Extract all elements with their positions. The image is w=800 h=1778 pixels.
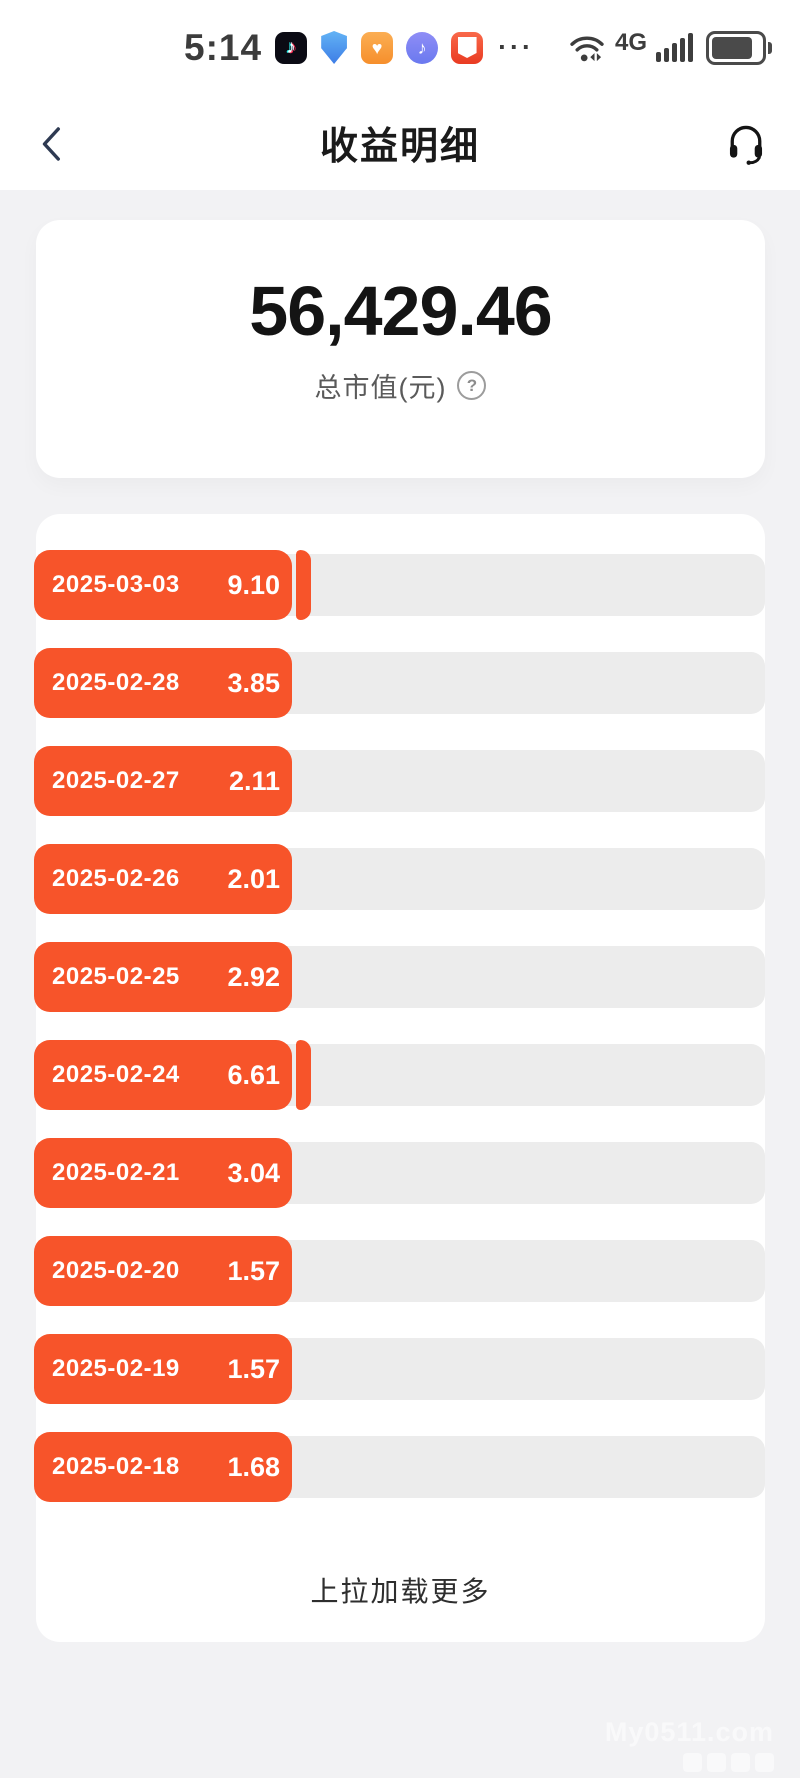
total-market-value: 56,429.46 — [249, 272, 552, 350]
wifi-icon — [570, 36, 604, 61]
earnings-row: 2025-02-21 3.04 — [34, 1138, 765, 1208]
signal-bars-icon — [656, 33, 693, 62]
row-value: 9.10 — [227, 569, 280, 600]
row-value: 2.11 — [228, 765, 280, 796]
earnings-list-card: 2025-03-03 9.10 2025-02-28 3.85 2025-02-… — [34, 514, 765, 1642]
row-date: 2025-02-26 — [52, 865, 180, 892]
tiktok-notification-icon: ♪ — [275, 31, 308, 64]
earnings-bar[interactable]: 2025-02-24 6.61 — [34, 1040, 292, 1110]
security-shield-icon — [321, 31, 347, 64]
earnings-row: 2025-02-27 2.11 — [34, 746, 765, 816]
status-bar-left: 5:14 ♪ ♥ ♪ ··· — [184, 0, 534, 95]
earnings-list: 2025-03-03 9.10 2025-02-28 3.85 2025-02-… — [34, 550, 765, 1530]
battery-icon — [706, 30, 772, 65]
row-value: 6.61 — [227, 1059, 280, 1090]
help-question-icon[interactable]: ? — [457, 371, 487, 400]
nav-header: 收益明细 — [0, 95, 800, 190]
watermark: My0511.com — [605, 1717, 774, 1772]
more-notifications-icon: ··· — [498, 32, 535, 62]
row-value: 1.68 — [227, 1451, 280, 1482]
watermark-text: My0511.com — [604, 1717, 774, 1747]
earnings-bar[interactable]: 2025-02-27 2.11 — [34, 746, 292, 816]
earnings-row: 2025-02-28 3.85 — [34, 648, 765, 718]
music-app-icon: ♪ — [406, 31, 439, 64]
row-value: 3.85 — [227, 667, 280, 698]
earnings-row: 2025-02-26 2.01 — [34, 844, 765, 914]
earnings-bar[interactable]: 2025-02-28 3.85 — [34, 648, 292, 718]
earnings-row: 2025-02-25 2.92 — [34, 942, 765, 1012]
headset-icon — [729, 125, 763, 165]
row-date: 2025-02-28 — [52, 669, 180, 696]
row-date: 2025-02-25 — [52, 963, 180, 990]
clock-time: 5:14 — [184, 26, 263, 68]
network-type-label: 4G — [614, 28, 647, 56]
row-date: 2025-02-20 — [52, 1257, 180, 1284]
row-date: 2025-02-18 — [52, 1453, 180, 1480]
bar-tip — [296, 1040, 311, 1110]
row-value: 1.57 — [227, 1353, 280, 1384]
total-value-card: 56,429.46 总市值(元) ? — [36, 220, 765, 478]
earnings-row: 2025-03-03 9.10 — [34, 550, 765, 620]
page-title: 收益明细 — [319, 126, 480, 168]
total-label-row: 总市值(元) ? — [36, 366, 765, 405]
customer-service-button[interactable] — [722, 117, 770, 169]
row-date: 2025-02-21 — [52, 1159, 180, 1186]
handshake-app-icon: ♥ — [361, 31, 394, 64]
earnings-row: 2025-02-19 1.57 — [34, 1334, 765, 1404]
shield-app-icon — [451, 31, 484, 64]
total-value-label: 总市值(元) — [314, 373, 447, 403]
earnings-row: 2025-02-20 1.57 — [34, 1236, 765, 1306]
earnings-bar[interactable]: 2025-02-18 1.68 — [34, 1432, 292, 1502]
earnings-bar[interactable]: 2025-03-03 9.10 — [34, 550, 292, 620]
status-bar-right: 4G — [568, 0, 772, 95]
row-value: 2.01 — [227, 863, 280, 894]
watermark-blocks — [605, 1753, 774, 1772]
row-value: 2.92 — [227, 961, 280, 992]
row-date: 2025-03-03 — [52, 571, 180, 598]
row-value: 1.57 — [227, 1255, 280, 1286]
row-date: 2025-02-27 — [52, 767, 180, 794]
row-date: 2025-02-24 — [52, 1061, 180, 1088]
load-more-text[interactable]: 上拉加载更多 — [310, 1576, 491, 1607]
status-bar: 5:14 ♪ ♥ ♪ ··· 4G — [0, 0, 800, 95]
back-button[interactable] — [30, 119, 74, 169]
bar-tip — [296, 550, 311, 620]
earnings-row: 2025-02-24 6.61 — [34, 1040, 765, 1110]
back-chevron-icon — [42, 127, 60, 161]
earnings-bar[interactable]: 2025-02-19 1.57 — [34, 1334, 292, 1404]
row-date: 2025-02-19 — [52, 1355, 180, 1382]
earnings-bar[interactable]: 2025-02-20 1.57 — [34, 1236, 292, 1306]
shield-inner-shape — [457, 37, 477, 58]
earnings-bar[interactable]: 2025-02-21 3.04 — [34, 1138, 292, 1208]
earnings-bar[interactable]: 2025-02-26 2.01 — [34, 844, 292, 914]
earnings-bar[interactable]: 2025-02-25 2.92 — [34, 942, 292, 1012]
row-value: 3.04 — [227, 1157, 280, 1188]
earnings-row: 2025-02-18 1.68 — [34, 1432, 765, 1502]
